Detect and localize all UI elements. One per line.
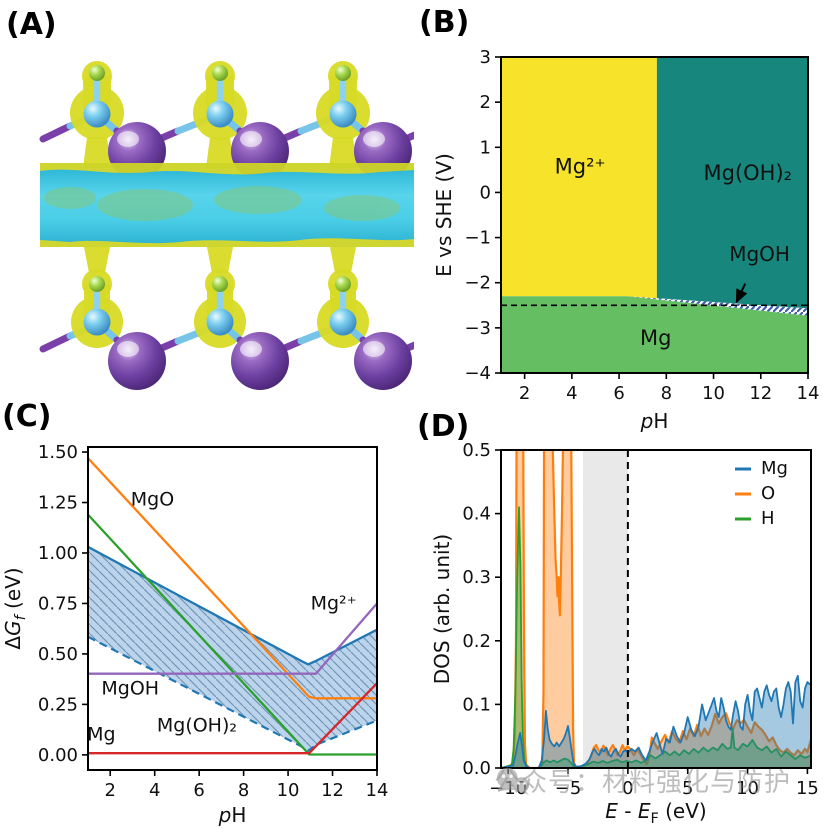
region-Mg2+ bbox=[501, 57, 657, 299]
x-tick-label: 6 bbox=[613, 383, 624, 404]
y-tick-label: −4 bbox=[464, 363, 491, 384]
y-tick-label: 0.75 bbox=[38, 593, 78, 614]
y-tick-label: 0.3 bbox=[462, 567, 491, 588]
dos-curve-Mg bbox=[501, 674, 811, 768]
y-tick-label: 1.50 bbox=[38, 442, 78, 463]
line-label: Mg(OH)₂ bbox=[157, 715, 237, 737]
region-label: Mg²⁺ bbox=[555, 154, 606, 178]
line-label: MgO bbox=[131, 489, 174, 511]
mgoh-annotation-arrow bbox=[735, 283, 748, 304]
y-tick-label: 0.4 bbox=[462, 504, 491, 525]
region-Mg bbox=[501, 296, 808, 373]
legend-label: H bbox=[761, 508, 775, 529]
line-Mg2+ bbox=[88, 602, 378, 675]
y-tick-label: −2 bbox=[464, 273, 491, 294]
y-axis-label: DOS (arb. unit) bbox=[430, 534, 454, 684]
x-tick-label: 15 bbox=[796, 778, 819, 799]
region-label: MgOH bbox=[729, 242, 790, 266]
plot-border bbox=[87, 446, 378, 771]
region-label: Mg(OH)₂ bbox=[703, 161, 792, 185]
region-MgOH-hatch bbox=[627, 296, 808, 316]
panel-c-formation-energy-plot: MgO Mg(OH)₂ Mg²⁺ Mg MgOH 2 4 6 8 10 12 14 0.00 0.25 0.… bbox=[1, 442, 389, 827]
x-tick-label: 8 bbox=[238, 780, 249, 801]
band-gap-shading bbox=[582, 450, 628, 768]
y-tick-label: 0.00 bbox=[38, 745, 78, 766]
wechat-icon bbox=[496, 767, 530, 795]
y-tick-label: 1 bbox=[480, 137, 491, 158]
y-tick-label: 1.25 bbox=[38, 493, 78, 514]
y-axis-label: ΔGf (eV) bbox=[1, 567, 29, 649]
panel-label-d: (D) bbox=[417, 409, 470, 444]
line-label: Mg bbox=[87, 724, 115, 746]
x-tick-label: 0 bbox=[622, 778, 633, 799]
x-tick-label: 4 bbox=[149, 780, 160, 801]
y-axis-label: E vs SHE (V) bbox=[432, 153, 456, 277]
mgoh-band-hatch bbox=[88, 546, 377, 751]
y-tick-label: 0.5 bbox=[462, 440, 491, 461]
legend-label: O bbox=[761, 483, 775, 504]
x-tick-label: 10 bbox=[736, 778, 759, 799]
mg-o-bond bbox=[39, 122, 74, 143]
panel-a-structure-illustration bbox=[39, 0, 414, 400]
watermark: 公众号：材料强化与防护 bbox=[494, 762, 791, 799]
y-tick-label: 0.2 bbox=[462, 631, 491, 652]
legend-label: Mg bbox=[761, 458, 788, 479]
y-tick-label: −1 bbox=[464, 228, 491, 249]
x-tick-label: 10 bbox=[277, 780, 300, 801]
y-tick-label: 0.1 bbox=[462, 694, 491, 715]
x-tick-label: 2 bbox=[519, 383, 530, 404]
y-tick-label: 2 bbox=[480, 92, 491, 113]
y-tick-label: 0 bbox=[480, 182, 491, 203]
line-Mg(OH)2 bbox=[87, 513, 377, 756]
mgoh-band-bottom-line bbox=[87, 635, 378, 752]
charge-density-green-patches bbox=[44, 186, 400, 221]
x-axis-label: E - EF (eV) bbox=[605, 799, 706, 827]
y-tick-label: 0.50 bbox=[38, 644, 78, 665]
x-tick-label: 6 bbox=[193, 780, 204, 801]
dos-fill-Mg bbox=[501, 675, 811, 768]
x-tick-label: −5 bbox=[555, 778, 582, 799]
line-MgO bbox=[87, 457, 377, 700]
panel-label-b: (B) bbox=[419, 5, 470, 40]
y-tick-label: −3 bbox=[464, 318, 491, 339]
dos-curve-O bbox=[501, 450, 811, 768]
y-tick-label: 1.00 bbox=[38, 543, 78, 564]
x-tick-label: 8 bbox=[661, 383, 672, 404]
x-tick-label: 14 bbox=[797, 383, 820, 404]
line-label: MgOH bbox=[101, 677, 159, 699]
x-axis-label: pH bbox=[640, 409, 669, 432]
x-tick-label: 5 bbox=[682, 778, 693, 799]
x-axis-label: pH bbox=[218, 803, 247, 827]
plot-border bbox=[500, 56, 809, 374]
y-tick-label: 0.0 bbox=[462, 758, 491, 779]
panel-label-c: (C) bbox=[2, 399, 52, 434]
y-tick-label: 3 bbox=[480, 47, 491, 68]
x-tick-label: 14 bbox=[366, 780, 389, 801]
panel-d-dos-plot: MgOH−10 −5 0 5 10 150.00.10.20.30.40.5E - EF … bbox=[430, 440, 819, 827]
y-tick-label: 0.25 bbox=[38, 694, 78, 715]
panel-label-a: (A) bbox=[6, 7, 57, 42]
x-tick-label: 10 bbox=[702, 383, 725, 404]
plot-border bbox=[500, 449, 812, 769]
x-tick-label: 4 bbox=[566, 383, 577, 404]
mg-o-bond bbox=[39, 332, 74, 353]
x-tick-label: 2 bbox=[105, 780, 116, 801]
dos-fill-O bbox=[501, 450, 811, 768]
region-Mg(OH)2 bbox=[656, 57, 808, 309]
watermark-text: 公众号：材料强化与防护 bbox=[494, 768, 792, 798]
x-tick-label: 12 bbox=[321, 780, 344, 801]
line-Mg bbox=[88, 682, 378, 755]
region-label: Mg bbox=[640, 326, 671, 350]
x-tick-label: 12 bbox=[749, 383, 772, 404]
line-label: Mg²⁺ bbox=[311, 593, 357, 615]
